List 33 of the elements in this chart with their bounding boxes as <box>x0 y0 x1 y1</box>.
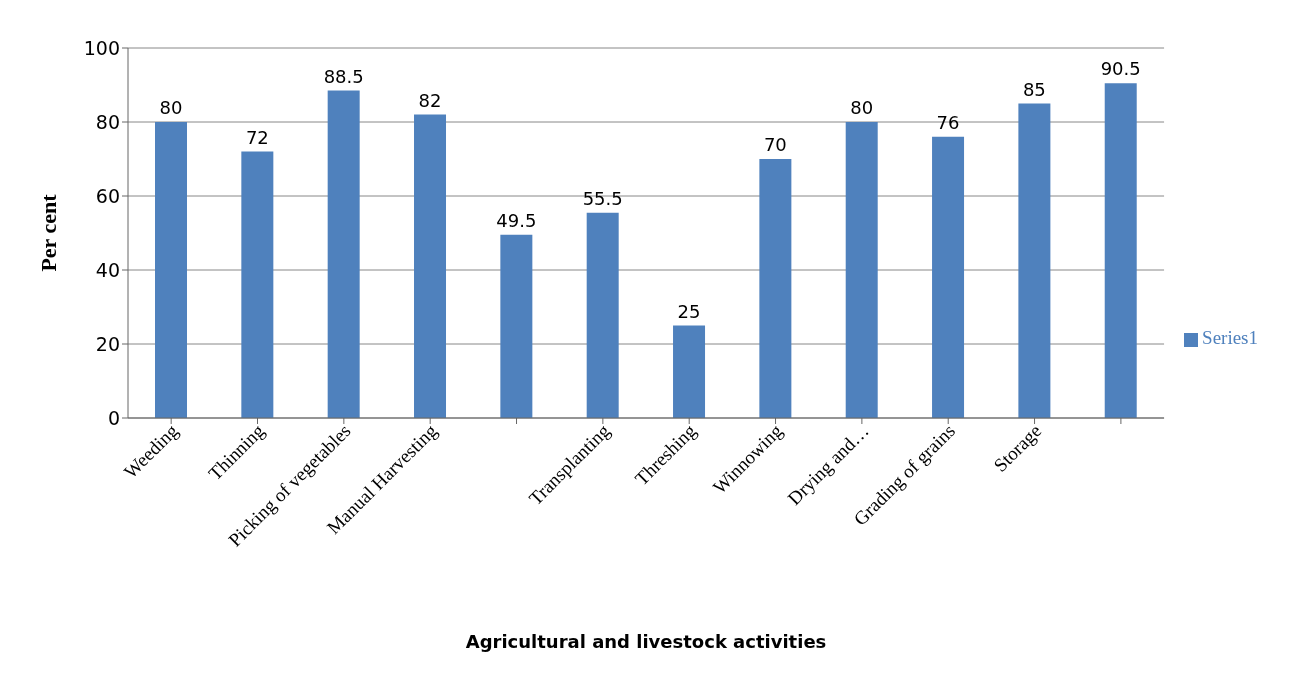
bar <box>759 159 792 418</box>
bar <box>586 212 619 418</box>
y-tick-label: 60 <box>95 184 120 207</box>
bar <box>1018 103 1051 418</box>
data-label: 82 <box>418 89 442 111</box>
data-label: 25 <box>677 300 701 322</box>
data-label: 80 <box>159 97 183 118</box>
y-tick-label: 20 <box>95 332 120 355</box>
data-label: 55.5 <box>582 187 623 209</box>
bar <box>845 122 878 418</box>
y-axis-title: Per cent <box>35 193 61 272</box>
bar <box>241 151 274 418</box>
data-label: 49.5 <box>496 209 537 231</box>
bar <box>414 114 447 418</box>
bar <box>1104 83 1137 418</box>
y-tick-label: 0 <box>107 406 120 429</box>
bar <box>673 325 706 418</box>
data-label: 72 <box>245 126 269 148</box>
legend-label: Series1 <box>1202 327 1258 348</box>
y-tick-label: 100 <box>83 36 120 59</box>
y-tick-label: 40 <box>95 258 120 281</box>
data-label: 85 <box>1022 78 1046 100</box>
data-label: 76 <box>936 111 960 133</box>
data-label: 88.5 <box>323 65 364 87</box>
bar <box>500 234 533 418</box>
data-label: 80 <box>850 97 874 118</box>
bar <box>327 90 360 418</box>
bar <box>155 122 187 418</box>
data-label: 90.5 <box>1100 58 1141 80</box>
y-tick-label: 80 <box>95 110 120 133</box>
bar <box>932 136 965 418</box>
x-axis-title: Agricultural and livestock activities <box>465 631 827 652</box>
data-label: 70 <box>763 134 787 155</box>
